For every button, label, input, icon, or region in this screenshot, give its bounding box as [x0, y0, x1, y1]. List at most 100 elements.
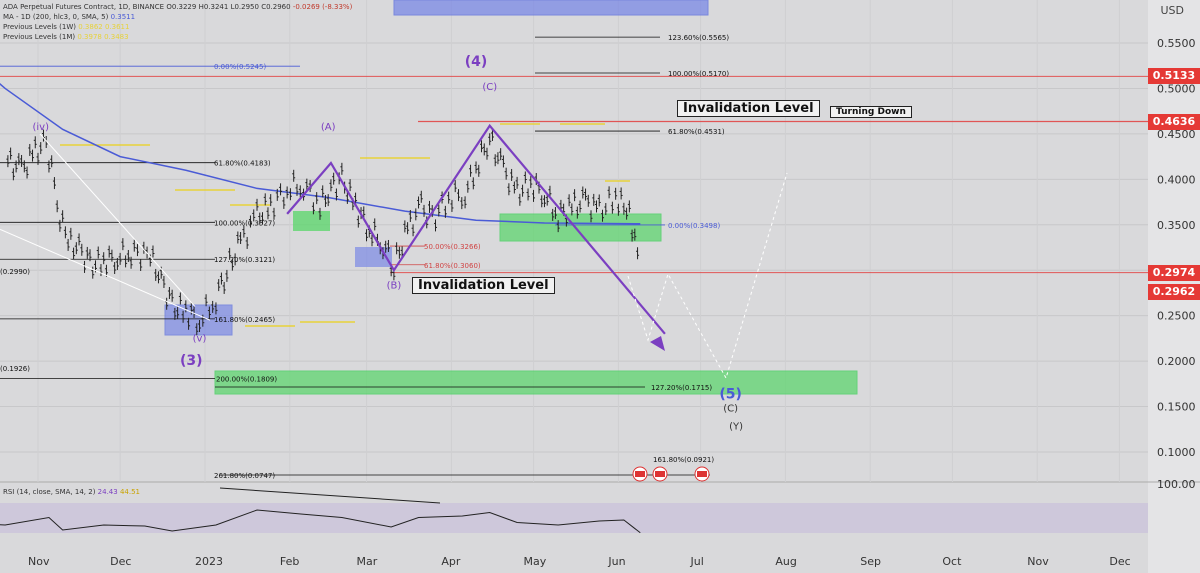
- legend-ma-value: 0.3511: [110, 13, 136, 21]
- x-tick-label: Sep: [860, 555, 881, 568]
- ohlc-c: 0.2960: [266, 3, 291, 11]
- legend-prev-month[interactable]: Previous Levels (1M) 0.3978 0.3483: [3, 32, 352, 42]
- legend-prev-week[interactable]: Previous Levels (1W) 0.3862 0.3611: [3, 22, 352, 32]
- y-tick-label: 0.4500: [1157, 128, 1196, 141]
- fib-label-14: 261.80%(0.0747): [214, 472, 275, 480]
- ohlc-change: -0.0269 (-8.33%): [292, 3, 353, 11]
- wedge-lower: [0, 228, 211, 321]
- fib-label-12: 127.20%(0.1715): [651, 384, 712, 392]
- wave-label-8: (C): [723, 403, 738, 414]
- rsi-value-2: 44.51: [119, 488, 140, 496]
- fib-label-5: 100.00%(0.3527): [214, 219, 275, 227]
- chart-legend: ADA Perpetual Futures Contract, 1D, BINA…: [3, 2, 352, 42]
- rsi-value-1: 24.43: [97, 488, 118, 496]
- y-tick-label: 0.1500: [1157, 401, 1196, 414]
- zone-green-small: [293, 211, 330, 231]
- ohlc-l: 0.2950: [234, 3, 259, 11]
- ohlc-o-label: O: [166, 3, 172, 11]
- symbol-row: ADA Perpetual Futures Contract, 1D, BINA…: [3, 2, 352, 12]
- y-tick-label: 0.5500: [1157, 37, 1196, 50]
- zone-green-low: [214, 370, 858, 395]
- us-flag-icon-stripe: [655, 471, 665, 477]
- fib-label-4: 61.80%(0.4183): [214, 160, 271, 168]
- legend-ma-label: MA - 1D (200, hlc3, 0, SMA, 5): [3, 13, 109, 21]
- rsi-legend: RSI (14, close, SMA, 14, 2) 24.43 44.51: [3, 488, 140, 496]
- x-tick-label: Feb: [280, 555, 299, 568]
- wave-path: [286, 123, 666, 335]
- x-tick-label: Aug: [775, 555, 796, 568]
- legend-ma[interactable]: MA - 1D (200, hlc3, 0, SMA, 5) 0.3511: [3, 12, 352, 22]
- price-tag-3: 0.2962: [1148, 284, 1200, 300]
- invalidation-level-upper: Invalidation Level: [677, 100, 820, 117]
- fib-label-7: 161.80%(0.2465): [214, 316, 275, 324]
- ohlc-h: 0.3241: [203, 3, 229, 11]
- x-tick-label: Nov: [28, 555, 50, 568]
- fib-label-11: 200.00%(0.1809): [216, 375, 277, 383]
- legend-prev-month-label: Previous Levels (1M): [3, 33, 76, 41]
- x-tick-label: May: [524, 555, 547, 568]
- legend-prev-week-value-2: 0.3611: [104, 23, 130, 31]
- fib-label-3: 0.00%(0.5245): [214, 63, 266, 71]
- fib-label-6: 127.20%(0.3121): [214, 256, 275, 264]
- y-tick-label: 0.2000: [1157, 355, 1196, 368]
- wave-label-1: (C): [482, 82, 497, 93]
- wave-arrow-head: [650, 336, 665, 351]
- price-tag-2: 0.2974: [1148, 265, 1200, 281]
- zone-blue-top: [393, 0, 709, 16]
- x-tick-label: Dec: [1109, 555, 1130, 568]
- wave-label-4: (3): [180, 353, 203, 369]
- ohlc-o: 0.3229: [171, 3, 197, 11]
- rsi-label: RSI (14, close, SMA, 14, 2): [3, 488, 96, 496]
- wave-label-6: (iv): [32, 122, 49, 133]
- x-tick-label: 2023: [195, 555, 223, 568]
- us-flag-icon-stripe: [697, 471, 707, 477]
- x-tick-label: Dec: [110, 555, 131, 568]
- wave-label-5: (v): [193, 334, 207, 345]
- wave-label-3: (B): [387, 280, 402, 291]
- us-flag-icon-stripe: [635, 471, 645, 477]
- zone-blue-v: [164, 304, 233, 336]
- x-tick-label: Oct: [942, 555, 962, 568]
- projection-dashed: [627, 172, 788, 380]
- invalidation-level-lower: Invalidation Level: [412, 277, 555, 294]
- fib-label-2: 61.80%(0.4531): [668, 128, 725, 136]
- ohlc-l-label: L: [230, 3, 235, 11]
- x-tick-label: Mar: [357, 555, 378, 568]
- zone-green-mid: [499, 213, 662, 242]
- y-tick-label: 0.2500: [1157, 310, 1196, 323]
- fib-label-8: 0.00%(0.3498): [668, 222, 720, 230]
- legend-prev-month-value-2: 0.3483: [104, 33, 129, 41]
- x-tick-label: Jun: [607, 555, 625, 568]
- y-tick-label: 0.4000: [1157, 173, 1196, 186]
- rsi-axis-label: 100.00: [1157, 478, 1196, 491]
- legend-prev-week-label: Previous Levels (1W): [3, 23, 76, 31]
- rsi-divergence-line: [219, 487, 441, 504]
- currency-label: USD: [1160, 4, 1184, 17]
- chart-title: ADA Perpetual Futures Contract, 1D, BINA…: [3, 3, 165, 11]
- fib-label-16: (0.2990): [0, 268, 30, 276]
- rsi-band: [0, 503, 1148, 533]
- fib-label-0: 123.60%(0.5565): [668, 34, 729, 42]
- y-tick-label: 0.5000: [1157, 82, 1196, 95]
- fib-label-9: 50.00%(0.3266): [424, 243, 481, 251]
- ohlc-c-label: C: [261, 3, 267, 11]
- fib-label-13: 161.80%(0.0921): [653, 456, 714, 464]
- price-tag-0: 0.5133: [1148, 68, 1200, 84]
- x-tick-label: Nov: [1027, 555, 1049, 568]
- fib-label-1: 100.00%(0.5170): [668, 70, 729, 78]
- x-tick-label: Apr: [441, 555, 461, 568]
- y-tick-label: 0.1000: [1157, 446, 1196, 459]
- wave-label-9: (Y): [729, 422, 743, 433]
- ma-200-line: [0, 82, 641, 225]
- wave-label-7: (5): [719, 387, 742, 403]
- wave-label-0: (4): [465, 54, 488, 70]
- legend-prev-month-value-1: 0.3978: [77, 33, 102, 41]
- wave-label-2: (A): [321, 122, 336, 133]
- x-tick-label: Jul: [690, 555, 704, 568]
- wedge-upper: [39, 133, 196, 307]
- rsi-line: [0, 509, 641, 534]
- ohlc-h-label: H: [198, 3, 204, 11]
- fib-label-15: (0.1926): [0, 365, 30, 373]
